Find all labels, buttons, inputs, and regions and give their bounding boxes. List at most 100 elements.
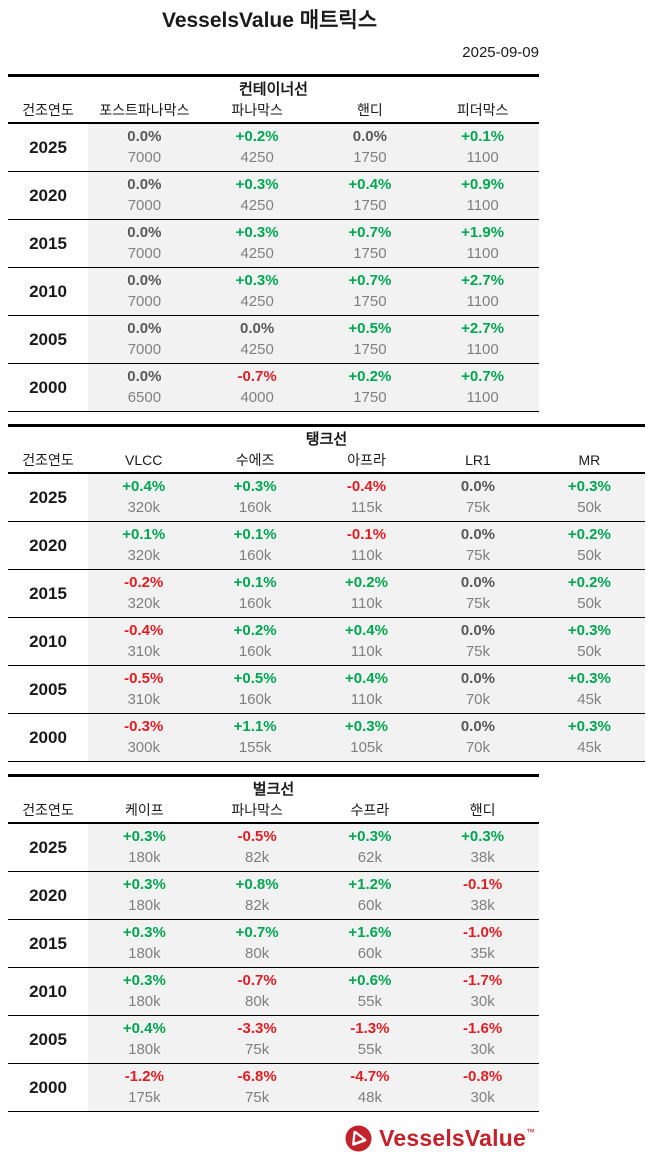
row-cells: -0.5% 310k +0.5% 160k +0.4% 110k 0.0% 70k +0.3% 4… [88,666,645,713]
logo-wordmark: VesselsValue™ [379,1125,535,1152]
asset-value: 82k [245,897,270,914]
asset-value: 6500 [127,389,162,406]
asset-value: 75k [465,547,491,564]
year-label: 2020 [8,872,88,919]
asset-value: 4250 [240,341,274,358]
year-label: 2020 [8,522,88,569]
asset-value: 310k [127,691,160,708]
data-cell: +0.3% 45k [534,666,645,713]
year-label: 2000 [8,714,88,761]
data-cell: +0.4% 320k [88,474,199,521]
pct-change: 0.0% [460,670,496,687]
pct-change: +0.1% [461,128,505,145]
pct-change: -1.0% [463,924,503,941]
asset-value: 320k [127,499,160,516]
data-cell: -0.3% 300k [88,714,199,761]
asset-value: 50k [577,643,602,660]
data-cell: 0.0% 7000 [88,268,201,315]
pct-change: +0.5% [348,320,392,337]
pct-change: -0.4% [124,622,164,639]
year-label: 2000 [8,364,88,411]
asset-value: 160k [238,643,272,660]
data-cell: +0.3% 180k [88,872,201,919]
asset-value: 45k [577,739,602,756]
asset-value: 35k [470,945,495,962]
pct-change: +0.3% [122,828,166,845]
pct-change: +0.3% [345,718,388,735]
row-cells: 0.0% 7000 +0.3% 4250 +0.7% 1750 +1.9% 1100 [88,220,539,267]
asset-value: 320k [127,595,160,612]
year-label: 2000 [8,1064,88,1111]
pct-change: +0.5% [233,670,277,687]
asset-value: 300k [127,739,160,756]
table-row: 2000 -1.2% 175k -6.8% 75k -4.7% 48k -0.8% 30k [8,1064,539,1112]
pct-change: +1.2% [348,876,392,893]
row-cells: -0.3% 300k +1.1% 155k +0.3% 105k 0.0% 70k +0.3% 4… [88,714,645,761]
pct-change: +0.4% [122,478,166,495]
data-cell: 0.0% 70k [422,714,533,761]
table-row: 2025 0.0% 7000 +0.2% 4250 0.0% 1750 +0.1% 1100 [8,124,539,172]
data-cell: +0.2% 160k [199,618,310,665]
column-header: 수에즈 [235,452,275,468]
data-cell: +0.3% 180k [88,968,201,1015]
table-row: 2010 -0.4% 310k +0.2% 160k +0.4% 110k 0.0% 75k +0… [8,618,645,666]
data-cell: +0.4% 110k [311,618,422,665]
asset-value: 55k [357,1041,382,1058]
pct-change: +0.3% [348,828,392,845]
data-cell: 0.0% 6500 [88,364,201,411]
year-label: 2015 [8,570,88,617]
asset-value: 4250 [240,245,274,262]
data-cell: -1.6% 30k [426,1016,539,1063]
pct-change: 0.0% [460,526,496,543]
pct-change: -0.7% [237,972,277,989]
pct-change: +0.2% [345,574,388,591]
column-header: 핸디 [469,802,496,818]
pct-change: -0.7% [237,368,277,385]
logo-text: VesselsValue [379,1124,526,1151]
data-cell: -0.5% 310k [88,666,199,713]
asset-value: 38k [470,849,495,866]
pct-change: +0.3% [122,972,166,989]
asset-value: 60k [357,897,382,914]
pct-change: +2.7% [461,272,505,289]
asset-value: 180k [128,849,161,866]
data-cell: -0.5% 82k [201,824,314,871]
asset-value: 80k [245,945,270,962]
pct-change: -1.3% [350,1020,390,1037]
data-cell: -0.1% 110k [311,522,422,569]
table-row: 2015 +0.3% 180k +0.7% 80k +1.6% 60k -1.0% 35k [8,920,539,968]
pct-change: +1.1% [233,718,277,735]
data-cell: +0.4% 180k [88,1016,201,1063]
asset-value: 310k [127,643,160,660]
asset-value: 50k [577,499,602,516]
data-cell: 0.0% 75k [422,474,533,521]
pct-change: 0.0% [352,128,387,145]
row-cells: 0.0% 6500 -0.7% 4000 +0.2% 1750 +0.7% 1100 [88,364,539,411]
data-cell: -1.7% 30k [426,968,539,1015]
data-cell: 0.0% 7000 [88,220,201,267]
asset-value: 110k [350,595,383,612]
pct-change: 0.0% [127,224,162,241]
asset-value: 1100 [466,341,499,358]
pct-change: +0.2% [235,128,279,145]
pct-change: 0.0% [460,478,496,495]
asset-value: 4250 [240,149,274,166]
data-cell: +0.1% 160k [199,522,310,569]
data-cell: +0.2% 4250 [201,124,314,171]
asset-value: 75k [245,1089,270,1106]
asset-value: 1100 [466,245,499,262]
pct-change: +0.3% [567,478,611,495]
column-header: 건조연도 [22,102,74,118]
data-cell: +0.9% 1100 [426,172,539,219]
column-header-row: 건조연도 포스트파나막스 파나막스 핸디 피더막스 [8,101,539,124]
asset-value: 4000 [240,389,274,406]
column-header: 핸디 [356,102,383,118]
year-label: 2015 [8,220,88,267]
data-cell: -0.7% 80k [201,968,314,1015]
pct-change: +0.3% [235,176,279,193]
asset-value: 1750 [353,149,387,166]
asset-value: 4250 [240,293,274,310]
asset-value: 7000 [127,245,162,262]
data-cell: +0.3% 38k [426,824,539,871]
row-cells: 0.0% 7000 +0.2% 4250 0.0% 1750 +0.1% 1100 [88,124,539,171]
